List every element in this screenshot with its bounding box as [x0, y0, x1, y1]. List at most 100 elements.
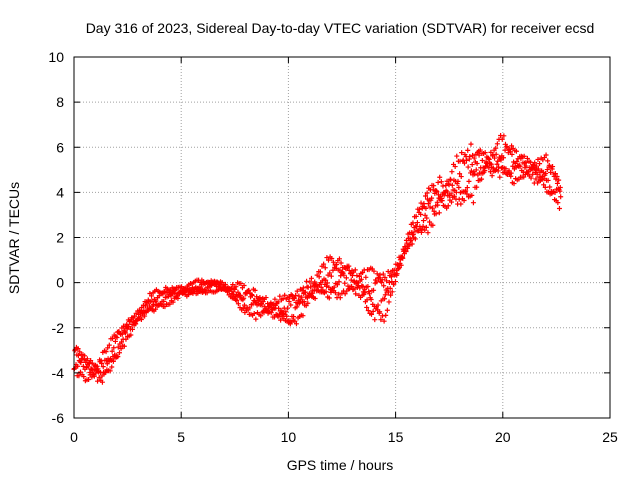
data-point [524, 155, 530, 161]
data-point [286, 298, 292, 304]
data-point [528, 175, 534, 181]
data-point [479, 157, 485, 163]
data-point [288, 302, 294, 308]
data-point [406, 242, 412, 248]
data-point [326, 257, 332, 263]
data-point [328, 273, 334, 279]
data-point [175, 295, 181, 301]
data-point [477, 147, 483, 153]
data-point [464, 185, 470, 191]
data-point [517, 164, 523, 170]
data-point [327, 270, 333, 276]
data-point [128, 332, 134, 338]
data-point [445, 203, 451, 209]
data-point [138, 316, 144, 322]
data-point [463, 188, 469, 194]
data-point [381, 318, 387, 324]
y-axis-label: SDTVAR / TECUs [6, 182, 22, 294]
data-point [508, 170, 514, 176]
data-point [336, 291, 342, 297]
y-tick-label: -2 [52, 320, 65, 336]
data-point [410, 220, 416, 226]
data-point [425, 201, 431, 207]
data-point [392, 279, 398, 285]
data-point [427, 219, 433, 225]
data-point [341, 272, 347, 278]
data-point [238, 280, 244, 286]
data-point [353, 291, 359, 297]
data-point [82, 353, 88, 359]
data-point [544, 167, 550, 173]
data-point [294, 304, 300, 310]
data-point [412, 236, 418, 242]
data-point [371, 268, 377, 274]
data-point [348, 277, 354, 283]
data-point [365, 308, 371, 314]
data-point [332, 290, 338, 296]
data-point [492, 155, 498, 161]
data-point [114, 335, 120, 341]
data-point [312, 296, 318, 302]
data-point [521, 174, 527, 180]
data-point [501, 133, 507, 139]
data-point [278, 317, 284, 323]
data-point [308, 284, 314, 290]
data-point [291, 295, 297, 301]
data-point [299, 287, 305, 293]
data-point [403, 248, 409, 254]
data-point [123, 336, 129, 342]
data-point [257, 294, 263, 300]
data-point [543, 152, 549, 158]
data-point [405, 245, 411, 251]
data-point [336, 256, 342, 262]
data-point [542, 184, 548, 190]
data-point [342, 280, 348, 286]
data-point [293, 292, 299, 298]
data-point [424, 215, 430, 221]
data-point [109, 348, 115, 354]
data-point [89, 374, 95, 380]
data-point [470, 152, 476, 158]
data-point [118, 339, 124, 345]
data-point [304, 278, 310, 284]
data-point [468, 168, 474, 174]
data-point [276, 305, 282, 311]
data-point [346, 263, 352, 269]
y-tick-label: 10 [48, 49, 64, 65]
data-point [435, 202, 441, 208]
data-point [511, 181, 517, 187]
data-point [384, 278, 390, 284]
x-tick-label: 0 [70, 429, 78, 445]
data-point [455, 178, 461, 184]
data-point [545, 158, 551, 164]
data-point [493, 145, 499, 151]
data-point [241, 295, 247, 301]
x-tick-label: 5 [177, 429, 185, 445]
axis-ticks [73, 56, 611, 419]
data-point [235, 301, 241, 307]
data-point [438, 179, 444, 185]
data-point [78, 359, 84, 365]
data-point [423, 205, 429, 211]
data-point [84, 356, 90, 362]
data-point [456, 185, 462, 191]
data-point [537, 161, 543, 167]
data-point [360, 283, 366, 289]
data-point [379, 277, 385, 283]
data-point [294, 288, 300, 294]
data-point [116, 350, 122, 356]
data-point [482, 150, 488, 156]
data-point [106, 342, 112, 348]
data-point [121, 343, 127, 349]
data-point [556, 177, 562, 183]
data-point [425, 230, 431, 236]
data-point [291, 314, 297, 320]
data-point [420, 223, 426, 229]
data-point [363, 274, 369, 280]
chart-title: Day 316 of 2023, Sidereal Day-to-day VTE… [86, 20, 595, 36]
data-point [171, 290, 177, 296]
data-point [429, 205, 435, 211]
data-point [265, 301, 271, 307]
data-point [374, 279, 380, 285]
